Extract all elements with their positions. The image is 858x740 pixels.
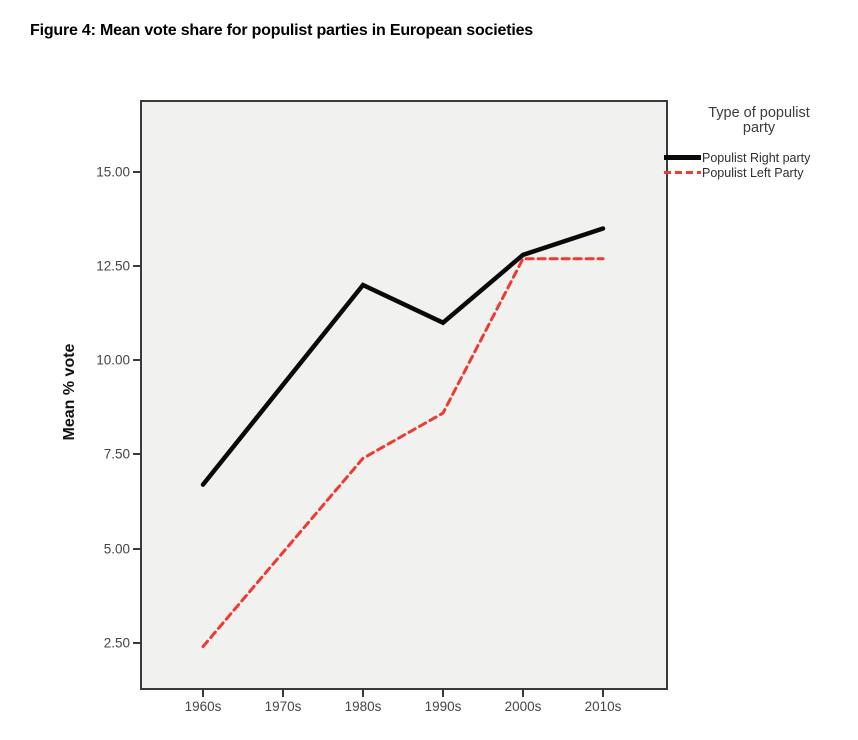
x-tick-label: 1970s bbox=[264, 699, 302, 714]
y-tick-label: 2.50 bbox=[103, 635, 130, 651]
x-tick-mark bbox=[362, 690, 364, 697]
y-tick-mark bbox=[133, 453, 140, 455]
line-chart bbox=[200, 226, 606, 649]
x-tick-mark bbox=[522, 690, 524, 697]
y-tick-label: 15.00 bbox=[96, 164, 130, 180]
series-line-populist-right-party bbox=[200, 226, 606, 487]
y-tick-label: 12.50 bbox=[96, 258, 130, 274]
x-tick-label: 1990s bbox=[424, 699, 462, 714]
plot-area bbox=[140, 100, 668, 690]
x-tick-mark bbox=[602, 690, 604, 697]
x-tick-mark bbox=[282, 690, 284, 697]
y-tick-mark bbox=[133, 171, 140, 173]
y-tick-mark bbox=[133, 642, 140, 644]
legend-entry-label: Populist Left Party bbox=[702, 165, 804, 180]
x-tick-label: 2000s bbox=[504, 699, 542, 714]
legend-entry-populist-left: Populist Left Party bbox=[664, 165, 854, 180]
legend: Type of populist party Populist Right pa… bbox=[664, 105, 854, 180]
y-tick-mark bbox=[133, 359, 140, 361]
x-tick-label: 1960s bbox=[184, 699, 222, 714]
x-tick-mark bbox=[442, 690, 444, 697]
y-tick-label: 10.00 bbox=[96, 352, 130, 368]
figure-title: Figure 4: Mean vote share for populist p… bbox=[30, 22, 533, 39]
x-tick-mark bbox=[202, 690, 204, 697]
series-line-populist-left-party bbox=[201, 257, 605, 649]
solid-line-swatch-icon bbox=[664, 155, 701, 161]
y-tick-mark bbox=[133, 548, 140, 550]
legend-title: Type of populist party bbox=[708, 105, 810, 137]
dashed-line-swatch-icon bbox=[664, 171, 701, 175]
y-tick-label: 7.50 bbox=[103, 446, 130, 462]
legend-entry-label: Populist Right party bbox=[702, 150, 811, 165]
legend-entry-populist-right: Populist Right party bbox=[664, 150, 854, 165]
x-tick-label: 2010s bbox=[584, 699, 622, 714]
y-tick-label: 5.00 bbox=[103, 541, 130, 557]
x-tick-label: 1980s bbox=[344, 699, 382, 714]
y-tick-mark bbox=[133, 265, 140, 267]
